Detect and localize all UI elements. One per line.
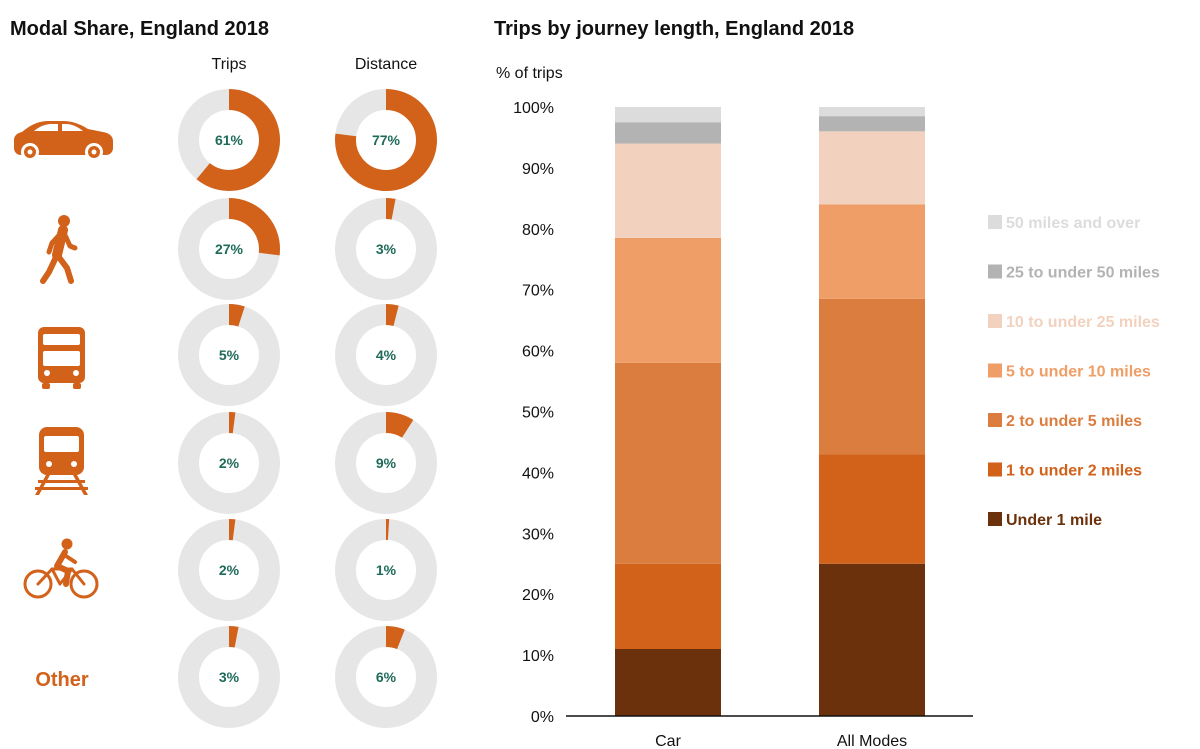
bar-segment-all-modes-4 <box>819 204 925 299</box>
x-axis-categories: Car All Modes <box>655 733 907 749</box>
bar-segment-all-modes-3 <box>819 298 925 455</box>
walking-person-icon <box>40 215 78 284</box>
train-icon <box>35 427 88 495</box>
donut-slice <box>385 625 405 650</box>
donut-value-label: 5% <box>219 347 240 363</box>
x-category-label: Car <box>655 733 681 749</box>
bar-segment-all-modes-6 <box>819 116 925 132</box>
legend-label: 25 to under 50 miles <box>1006 265 1160 282</box>
donut-value-label: 77% <box>372 132 401 148</box>
modal-share-title: Modal Share, England 2018 <box>10 18 269 40</box>
bar-segment-car-2 <box>615 563 721 650</box>
legend-item: 25 to under 50 miles <box>988 264 1160 282</box>
legend-item: 10 to under 25 miles <box>988 314 1160 331</box>
legend-label: 1 to under 2 miles <box>1006 463 1142 480</box>
donut-slice <box>228 303 245 327</box>
donut-value-label: 27% <box>215 241 244 257</box>
legend-swatch <box>988 215 1002 229</box>
cyclist-icon <box>23 538 99 599</box>
donut-trips-row-4: 2% <box>178 412 280 514</box>
donut-value-label: 2% <box>219 562 240 578</box>
y-tick-label: 20% <box>522 587 554 604</box>
legend-swatch <box>988 462 1002 477</box>
donut-slice <box>385 412 414 438</box>
bar-segment-all-modes-1 <box>819 563 925 716</box>
donut-trips-row-6: 3% <box>178 626 280 728</box>
y-tick-label: 90% <box>522 161 554 178</box>
donut-value-label: 2% <box>219 455 240 471</box>
y-tick-label: 100% <box>513 100 554 117</box>
legend-swatch <box>988 264 1002 279</box>
y-tick-label: 0% <box>531 709 554 726</box>
bar-segment-all-modes-5 <box>819 131 925 205</box>
column-header-distance: Distance <box>355 56 417 73</box>
legend-label: 50 miles and over <box>1006 215 1140 232</box>
legend-label: 10 to under 25 miles <box>1006 314 1160 331</box>
donut-trips-row-2: 27% <box>178 198 280 300</box>
bar-segment-car-1 <box>615 649 721 716</box>
legend-swatch <box>988 363 1002 378</box>
y-tick-label: 50% <box>522 405 554 422</box>
y-axis-title: % of trips <box>496 65 563 82</box>
journey-length-title: Trips by journey length, England 2018 <box>494 18 854 40</box>
legend-swatch <box>988 512 1002 526</box>
donut-value-label: 3% <box>376 241 397 257</box>
donut-trips-row-5: 2% <box>178 519 280 621</box>
legend-item: 2 to under 5 miles <box>988 413 1142 430</box>
bar-segment-car-7 <box>615 107 721 123</box>
bar-segment-all-modes-2 <box>819 454 925 564</box>
y-tick-label: 60% <box>522 344 554 361</box>
donut-distance-row-6: 6% <box>335 625 437 728</box>
donut-distance-row-1: 77% <box>335 89 437 191</box>
donut-trips-row-3: 5% <box>178 303 280 406</box>
legend: 50 miles and over 25 to under 50 miles 10 … <box>988 215 1160 529</box>
y-tick-label: 40% <box>522 465 554 482</box>
donut-slice <box>228 198 280 256</box>
car-icon <box>14 121 113 161</box>
donut-value-label: 3% <box>219 669 240 685</box>
donut-value-label: 61% <box>215 132 244 148</box>
y-tick-label: 70% <box>522 283 554 300</box>
donut-value-label: 4% <box>376 347 397 363</box>
donut-value-label: 9% <box>376 455 397 471</box>
y-axis-ticks: 0% 10% 20% 30% 40% 50% 60% 70% 80% 90% 100% <box>513 100 554 726</box>
y-tick-label: 10% <box>522 648 554 665</box>
bar-segment-car-5 <box>615 143 721 238</box>
bar-segment-car-6 <box>615 122 721 144</box>
donut-value-label: 1% <box>376 562 397 578</box>
donut-distance-row-3: 4% <box>335 303 437 406</box>
y-tick-label: 80% <box>522 222 554 239</box>
legend-item: 50 miles and over <box>988 215 1140 232</box>
donut-slice <box>335 89 437 191</box>
bus-icon <box>38 327 85 389</box>
legend-item: 1 to under 2 miles <box>988 462 1142 480</box>
legend-swatch <box>988 314 1002 328</box>
legend-item: Under 1 mile <box>988 512 1102 529</box>
donut-distance-row-4: 9% <box>335 412 437 514</box>
y-tick-label: 30% <box>522 526 554 543</box>
legend-label: 5 to under 10 miles <box>1006 364 1151 381</box>
bar-segment-car-4 <box>615 237 721 363</box>
donut-slice <box>196 89 280 191</box>
column-header-trips: Trips <box>212 56 247 73</box>
donut-slice <box>385 198 396 220</box>
donut-slice <box>385 303 399 327</box>
stacked-bars <box>615 107 925 716</box>
donut-slice <box>228 626 239 648</box>
donut-distance-row-5: 1% <box>335 519 437 621</box>
legend-swatch <box>988 413 1002 427</box>
donut-value-label: 6% <box>376 669 397 685</box>
donut-distance-row-2: 3% <box>335 198 437 300</box>
bar-segment-all-modes-7 <box>819 107 925 117</box>
x-category-label: All Modes <box>837 733 907 749</box>
donut-grid: 61% 77% 27% 3% 5% 4% 2% 9% 2% 1% 3% 6% <box>178 89 437 728</box>
bar-segment-car-3 <box>615 362 721 564</box>
legend-label: 2 to under 5 miles <box>1006 413 1142 430</box>
legend-item: 5 to under 10 miles <box>988 363 1151 381</box>
legend-label: Under 1 mile <box>1006 512 1102 529</box>
donut-trips-row-1: 61% <box>178 89 280 191</box>
mode-label-other: Other <box>35 669 89 691</box>
